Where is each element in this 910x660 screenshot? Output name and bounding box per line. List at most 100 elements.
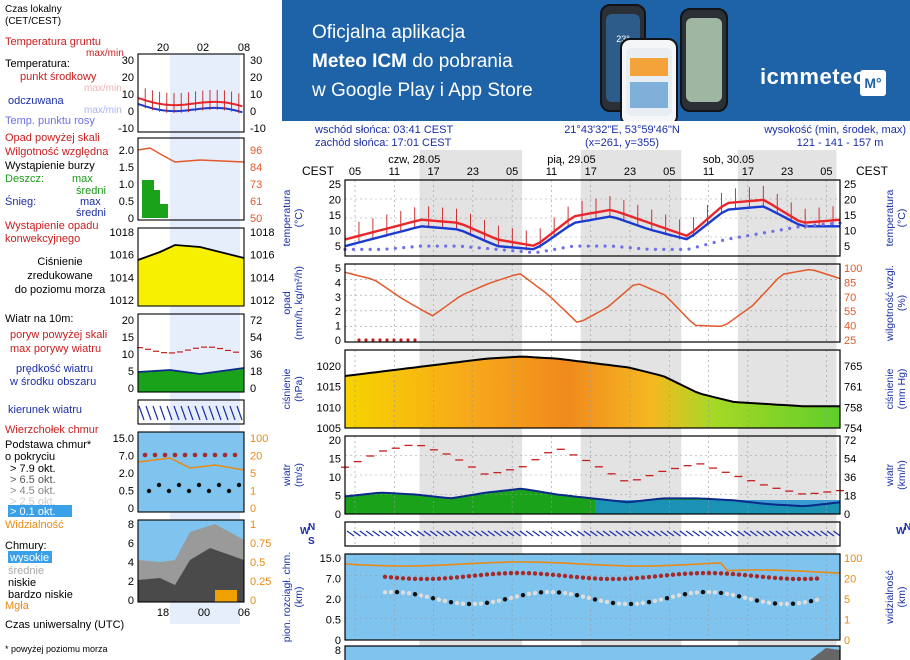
cloud-base-dot — [652, 574, 658, 579]
legend-direction-arrow — [222, 405, 229, 421]
temp-ylabel-left-line: temperatura — [281, 190, 293, 247]
legend-pressure-line — [137, 244, 245, 261]
cloud-base-dot-low — [658, 597, 664, 602]
banner-line1: Oficjalna aplikacja — [312, 22, 466, 43]
legend-pressure-tick-right: 1014 — [250, 272, 274, 284]
cloud-base-dot — [808, 576, 814, 582]
wind-direction-arrow — [583, 530, 592, 537]
cloud-base-dot-low — [784, 601, 790, 607]
legend-fog-tick: 0.75 — [250, 538, 271, 550]
elevation-values: 121 - 141 - 157 m — [797, 137, 884, 149]
cloud-base-dot — [772, 575, 778, 581]
wind-direction-arrow — [769, 530, 777, 537]
cloudbase-panel — [344, 553, 841, 641]
banner-line2-bold: Meteo ICM — [312, 51, 407, 72]
legend-cover-tick: 2 — [128, 576, 134, 588]
legend-direction-panel — [137, 399, 245, 425]
dew-point-dot — [611, 244, 616, 248]
legend-cover-tick: 0 — [128, 595, 134, 607]
cloud-base-dot-low — [616, 601, 622, 606]
sunrise-text: wschód słońca: 03:41 CEST — [314, 124, 453, 136]
legend-ground-maxmin: max/min — [86, 48, 124, 59]
pressure-tick-right: 758 — [844, 402, 862, 414]
cloud-base-dot — [604, 576, 610, 582]
legend-pressure-tick: 1014 — [110, 272, 134, 284]
legend-visibility-tick: 5 — [250, 468, 256, 480]
legend-cloudbase-tick: 0.5 — [119, 486, 134, 498]
wind-ylabel-left-line: wiatr — [281, 463, 293, 487]
compass-s: S — [308, 536, 315, 547]
legend-cover-panel — [137, 519, 245, 603]
cloud-base-dot — [490, 571, 496, 577]
pressure-ylabel-right: ciśnienie (mm Hg) — [884, 368, 908, 409]
legend-direction-arrow — [180, 405, 187, 421]
dew-point-dot — [712, 240, 716, 245]
dew-point-dot — [813, 223, 817, 227]
dew-point-dot — [662, 247, 666, 251]
legend-precip-panel — [137, 137, 245, 221]
wind-direction-arrow — [525, 530, 534, 537]
cloud-base-dot — [748, 573, 754, 578]
cloud-base-dot-low — [448, 599, 454, 605]
cloud-base-dot — [472, 573, 478, 578]
cloud-base-dot-low — [496, 598, 502, 603]
wind-direction-arrow — [660, 530, 668, 537]
temp-tick-left: 20 — [329, 195, 341, 207]
cloud-base-dot-low — [556, 590, 562, 595]
dew-point-dot — [494, 247, 498, 251]
cloud-base-dot-low — [682, 591, 688, 597]
wind-tick-right: 72 — [844, 435, 856, 447]
legend-fog-tick: 1 — [250, 519, 256, 531]
cloud-base-dot-low — [802, 600, 808, 605]
wind-direction-arrow — [692, 530, 700, 537]
dew-point-dot — [796, 225, 800, 229]
app-banner[interactable]: Oficjalna aplikacja Meteo ICM do pobrani… — [282, 0, 910, 121]
precip-ylabel-left: opad (mm/h, kg/m²/h) — [281, 266, 305, 340]
cloud-base-dot-low — [520, 592, 526, 598]
dew-point-dot — [553, 247, 557, 251]
wind-direction-arrow — [397, 530, 406, 537]
wind-direction-arrow — [449, 530, 457, 537]
dew-point-dot — [586, 244, 590, 248]
wind-ylabel-right-line: (km/h) — [896, 460, 908, 490]
legend-precip-tick: 0 — [128, 213, 134, 225]
temp-tick-left: 10 — [329, 226, 341, 238]
hour-label: 17 — [585, 166, 597, 178]
legend-temp-tick-right: 0 — [250, 106, 256, 118]
hour-label: 17 — [427, 166, 439, 178]
dew-point-dot — [788, 226, 792, 230]
wind-ylabel-left: wiatr (m/s) — [281, 463, 305, 487]
cloud-base-dot — [592, 576, 598, 581]
legend-wind-tick: 15 — [122, 332, 134, 344]
phone-image-3 — [680, 8, 728, 112]
wind-direction-arrow — [749, 530, 758, 537]
footnote: * powyżej poziomu morza — [5, 644, 108, 654]
cloud-base-dot-low — [526, 591, 532, 597]
cloud-base-dot-low — [400, 590, 406, 595]
legend-rain: Deszcz: — [5, 173, 44, 185]
dew-point-dot — [771, 229, 775, 233]
wind-direction-panel — [344, 521, 841, 547]
legend-direction-arrow — [166, 405, 173, 421]
legend-wind-tick-right: 54 — [250, 332, 262, 344]
legend-temp-feel: odczuwana — [8, 95, 65, 107]
cloud-base-dot — [766, 575, 772, 580]
pressure-ylabel-left-line: (hPa) — [293, 376, 305, 402]
legend-direction-arrow — [187, 405, 194, 421]
cloud-base-dot — [520, 570, 526, 576]
temp-tick-right: 25 — [844, 179, 856, 191]
legend-dew: Temp. punktu rosy — [5, 115, 95, 127]
cloud-base-dot-low — [538, 590, 544, 595]
wind-direction-arrow — [826, 530, 835, 537]
cloud-base-dot-low — [442, 598, 448, 604]
legend-hour: 08 — [238, 42, 250, 54]
hour-label: 11 — [703, 166, 714, 178]
legend-direction-arrow — [215, 405, 222, 421]
wind-direction-arrow — [551, 530, 560, 537]
wind-direction-arrow — [378, 530, 387, 537]
cloud-base-dot — [706, 570, 712, 576]
cloud-base-dot-low — [670, 594, 676, 599]
wind-direction-arrow — [820, 530, 828, 537]
cloud-base-dot — [694, 570, 700, 576]
